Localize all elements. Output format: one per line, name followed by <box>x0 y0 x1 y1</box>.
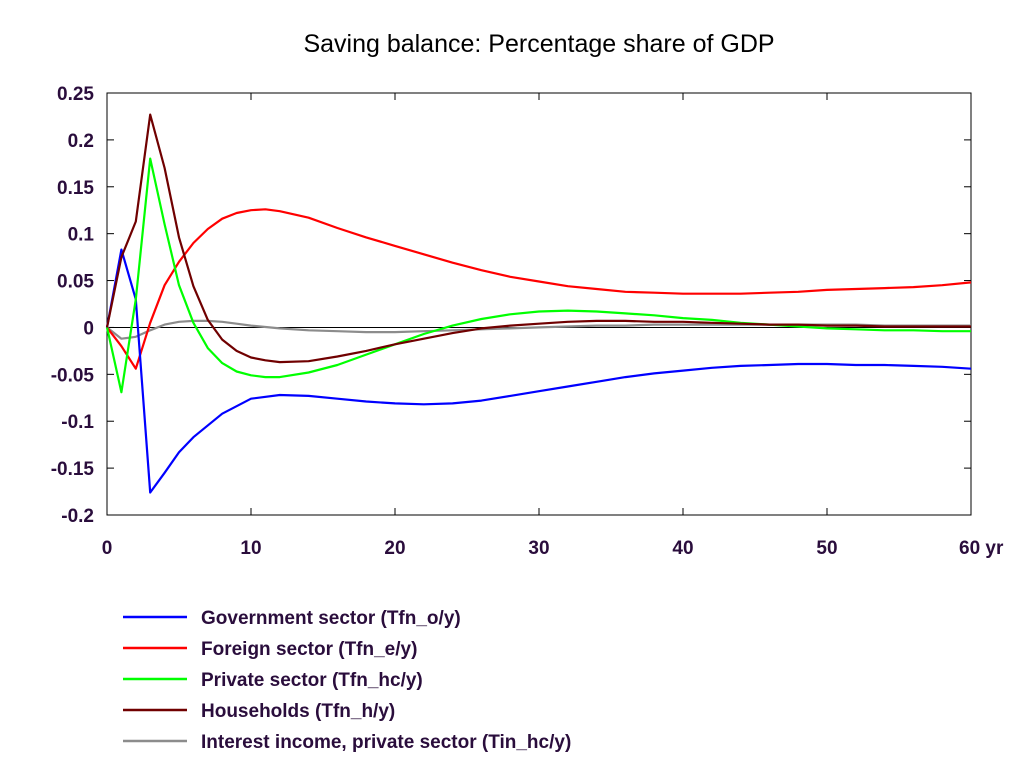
x-tick-label: 20 <box>384 538 405 559</box>
legend-label: Government sector (Tfn_o/y) <box>201 608 461 629</box>
y-tick-label: -0.15 <box>51 459 95 480</box>
x-tick-label: 50 <box>816 538 837 559</box>
x-tick-label: 30 <box>528 538 549 559</box>
legend-label: Interest income, private sector (Tin_hc/… <box>201 732 571 753</box>
plot-frame <box>106 92 972 516</box>
y-tick-label: 0.25 <box>57 84 94 105</box>
y-tick-label: 0 <box>83 318 94 339</box>
y-tick-label: 0.2 <box>68 131 94 152</box>
legend: Government sector (Tfn_o/y) Foreign secto… <box>123 608 571 753</box>
x-tick-label: 10 <box>240 538 261 559</box>
series-line <box>105 248 972 494</box>
y-tick-label: 0.05 <box>57 272 94 293</box>
legend-label: Foreign sector (Tfn_e/y) <box>201 639 417 660</box>
series-line <box>105 113 971 364</box>
axis-ticks: 0.25 0.2 0.15 0.1 0.05 0 -0.05 -0.1 -0.15 -0.2 0 10… <box>51 84 1004 559</box>
legend-label: Households (Tfn_h/y) <box>201 701 395 722</box>
legend-label: Private sector (Tfn_hc/y) <box>201 670 423 691</box>
y-tick-label: 0.1 <box>68 225 95 246</box>
series-line <box>106 208 972 370</box>
y-tick-label: -0.05 <box>51 365 95 386</box>
y-tick-label: -0.1 <box>61 412 94 433</box>
x-tick-label: 60 yr <box>959 538 1004 559</box>
series-line <box>105 157 971 394</box>
x-tick-label: 0 <box>102 538 113 559</box>
series-lines <box>105 113 972 494</box>
chart-title: Saving balance: Percentage share of GDP <box>303 30 774 58</box>
x-tick-label: 40 <box>672 538 693 559</box>
y-tick-label: 0.15 <box>57 178 94 199</box>
y-tick-label: -0.2 <box>61 506 94 527</box>
